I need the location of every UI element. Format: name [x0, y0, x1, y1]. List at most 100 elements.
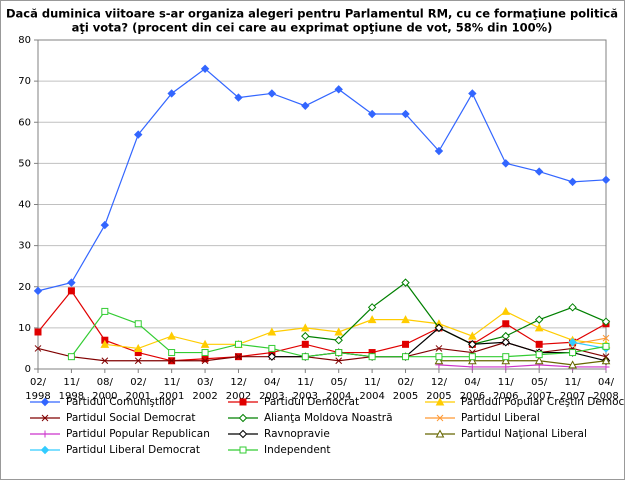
marker: [436, 414, 444, 422]
marker: [501, 159, 510, 168]
chart-title: aţi vota? (procent din cei care au expri…: [72, 21, 553, 35]
series-line: [37, 289, 607, 362]
x-tick-label: 02/2005: [393, 377, 418, 402]
legend-item: Partidul Liberal Democrat: [30, 444, 200, 456]
legend-label: Partidul Democrat: [264, 396, 359, 408]
y-tick-label: 50: [18, 158, 31, 169]
marker: [534, 315, 544, 324]
marker: [40, 445, 50, 455]
marker: [301, 331, 310, 341]
x-tick-label: 08/2000: [92, 377, 117, 402]
x-tick-label: 03/2002: [192, 377, 217, 402]
marker: [167, 331, 176, 340]
marker: [168, 357, 176, 365]
marker: [334, 327, 344, 336]
marker: [468, 331, 477, 340]
marker: [134, 357, 142, 365]
marker: [534, 356, 544, 365]
x-tick-label: 11/2006: [493, 377, 518, 402]
marker: [468, 89, 477, 98]
x-tick-label: 02/2001: [126, 377, 151, 402]
marker: [334, 336, 343, 345]
marker: [133, 343, 143, 352]
x-tick-label: 11/2003: [293, 377, 318, 402]
marker: [569, 349, 577, 357]
legend-label: Partidul Liberal: [461, 412, 540, 424]
x-tick-label: 04/2003: [259, 377, 284, 402]
y-tick-label: 20: [18, 282, 31, 293]
marker: [201, 357, 209, 365]
legend-label: Partidul Naţional Liberal: [461, 428, 587, 440]
marker: [33, 286, 43, 296]
marker: [267, 89, 277, 98]
x-tick-label: 05/2007: [526, 377, 551, 402]
marker: [101, 357, 109, 365]
legend-label: Alianţa Moldova Noastră: [264, 412, 393, 424]
x-tick-label: 11/2001: [159, 377, 184, 402]
series-line: [438, 360, 607, 366]
marker: [601, 356, 611, 365]
series-line: [438, 364, 606, 368]
marker: [468, 340, 477, 349]
legend-item: Partidul Comuniştilor: [30, 396, 176, 408]
marker: [335, 349, 343, 357]
marker: [401, 109, 410, 119]
y-tick-label: 80: [18, 35, 31, 46]
marker: [402, 353, 410, 361]
marker: [435, 429, 445, 438]
marker: [238, 413, 248, 423]
y-tick-label: 10: [18, 323, 31, 334]
marker: [100, 220, 110, 230]
marker: [401, 315, 410, 324]
marker: [34, 345, 42, 352]
marker: [568, 360, 577, 369]
marker: [402, 340, 410, 348]
legend-label: Partidul Social Democrat: [66, 412, 196, 424]
marker: [301, 353, 309, 361]
y-tick-label: 30: [18, 241, 31, 252]
x-tick-label: 12/2002: [226, 377, 251, 402]
marker: [100, 339, 110, 348]
marker: [434, 323, 444, 333]
marker: [200, 339, 210, 348]
marker: [435, 345, 443, 352]
marker: [367, 109, 377, 119]
marker: [200, 64, 210, 73]
marker: [41, 430, 49, 438]
marker: [434, 146, 444, 156]
legend-item: Partidul Naţional Liberal: [425, 428, 587, 440]
marker: [41, 414, 49, 422]
x-tick-label: 02/1998: [25, 377, 50, 402]
marker: [534, 167, 544, 176]
marker: [501, 356, 511, 365]
marker: [602, 334, 610, 342]
marker: [367, 303, 377, 312]
legend-item: Partidul Democrat: [228, 396, 359, 408]
x-tick-label: 05/2004: [326, 377, 351, 402]
legend-label: Independent: [264, 444, 331, 456]
chart-title: Dacă duminica viitoare s-ar organiza ale…: [6, 7, 618, 21]
series-line: [37, 68, 607, 292]
legend-item: Independent: [228, 444, 331, 456]
marker: [368, 353, 376, 361]
marker: [234, 93, 243, 102]
marker: [367, 315, 377, 324]
y-tick-label: 40: [18, 200, 31, 211]
marker: [535, 351, 543, 359]
legend-item: Partidul Liberal: [425, 412, 540, 424]
legend-item: Partidul Popular Creştin Democrat: [425, 396, 625, 408]
marker: [267, 352, 277, 361]
marker: [602, 342, 610, 350]
marker: [34, 328, 42, 336]
legend-item: Alianţa Moldova Noastră: [228, 412, 393, 424]
marker: [235, 353, 242, 361]
marker: [401, 278, 410, 287]
marker: [568, 177, 577, 187]
marker: [101, 307, 109, 315]
legend-item: Partidul Social Democrat: [30, 412, 196, 424]
marker: [534, 323, 544, 332]
marker: [568, 303, 577, 312]
marker: [40, 397, 50, 407]
marker: [301, 340, 309, 348]
